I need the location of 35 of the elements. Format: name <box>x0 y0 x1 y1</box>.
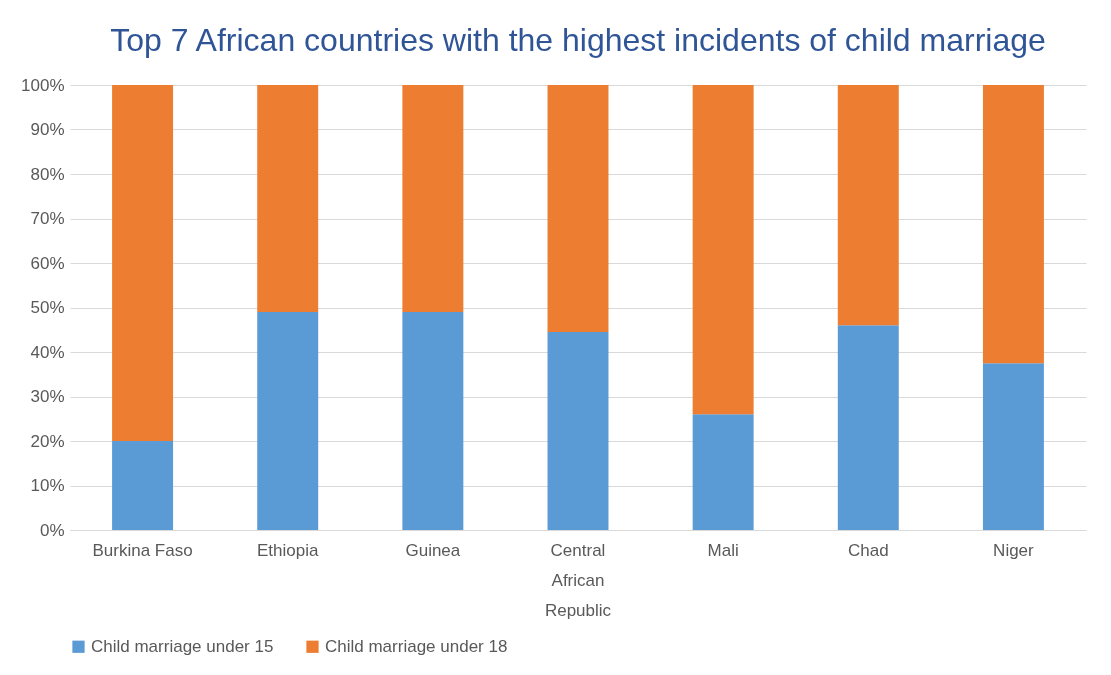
x-tick-label: Burkina Faso <box>92 540 193 560</box>
y-tick-label: 50% <box>30 298 65 317</box>
y-tick-label: 100% <box>21 75 65 95</box>
y-tick-label: 20% <box>30 431 65 451</box>
bar <box>692 85 754 415</box>
chart-title: Top 7 African countries with the highest incidents of child marriage <box>110 22 1046 58</box>
bar <box>257 85 319 312</box>
bar <box>547 331 609 530</box>
bar <box>547 85 609 332</box>
y-tick-label: 30% <box>30 387 65 406</box>
bar <box>112 441 174 530</box>
bar <box>982 85 1044 364</box>
x-tick-label: Guinea <box>405 540 461 560</box>
y-tick-label: 10% <box>30 476 65 495</box>
bar <box>837 85 899 326</box>
y-tick-label: 80% <box>30 164 65 184</box>
legend-label: Child marriage under 18 <box>325 636 508 656</box>
bar <box>112 85 174 441</box>
bar <box>982 363 1044 530</box>
y-tick-label: 90% <box>30 120 65 139</box>
y-tick-label: 70% <box>30 209 65 228</box>
bar <box>692 414 754 530</box>
x-tick-label: Ethiopia <box>257 540 319 560</box>
legend-label: Child marriage under 15 <box>91 636 274 656</box>
x-tick-label: Mali <box>707 540 739 560</box>
bar <box>402 311 464 530</box>
y-tick-label: 60% <box>30 253 65 273</box>
x-tick-label: Niger <box>993 540 1035 560</box>
y-tick-label: 0% <box>39 520 65 540</box>
bar <box>837 325 899 530</box>
x-tick-label: Central African Republic <box>544 540 612 620</box>
y-tick-label: 40% <box>30 342 65 362</box>
bar <box>257 311 319 530</box>
bar <box>402 85 464 312</box>
x-tick-label: Chad <box>847 540 889 560</box>
